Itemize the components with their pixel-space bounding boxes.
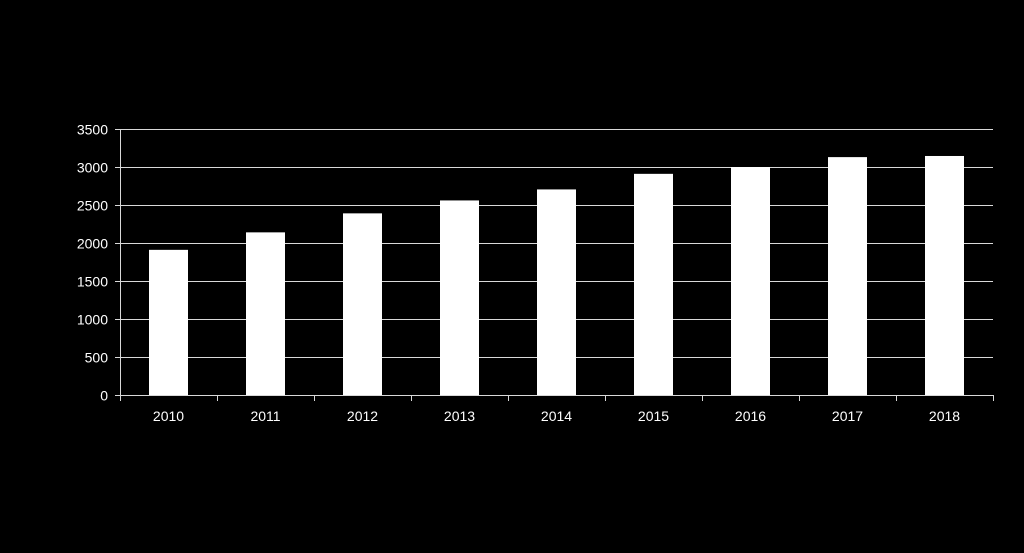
y-tick-label: 3500 [77, 122, 108, 138]
bar-2017 [828, 157, 867, 395]
x-tick-label: 2016 [735, 408, 766, 424]
y-tick-label: 3000 [77, 160, 108, 176]
x-tick-labels: 2010 2011 2012 2013 2014 2015 2016 2017 2018 [153, 408, 960, 424]
bar-2015 [634, 173, 673, 395]
x-tick-label: 2017 [832, 408, 863, 424]
y-tick-label: 1000 [77, 312, 108, 328]
y-tick-label: 500 [85, 350, 109, 366]
bar-2011 [246, 232, 285, 395]
x-tick-label: 2011 [250, 408, 280, 424]
x-tick-label: 2018 [929, 408, 960, 424]
y-tick-label: 2000 [77, 236, 108, 252]
bars [149, 155, 964, 395]
bar-2010 [149, 249, 188, 395]
y-tick-label: 2500 [77, 198, 108, 214]
axes [115, 129, 994, 401]
x-tick-label: 2015 [638, 408, 669, 424]
x-tick-label: 2012 [347, 408, 378, 424]
bar-2016 [731, 167, 770, 395]
y-tick-label: 1500 [77, 274, 108, 290]
y-tick-label: 0 [100, 388, 108, 404]
bar-2012 [343, 213, 382, 395]
bar-2014 [537, 189, 576, 395]
bar-2018 [925, 155, 964, 395]
x-tick-label: 2010 [153, 408, 184, 424]
x-tick-label: 2014 [541, 408, 572, 424]
bar-2013 [440, 200, 479, 395]
y-tick-labels: 0 500 1000 1500 2000 2500 3000 3500 [77, 122, 108, 404]
x-tick-label: 2013 [444, 408, 475, 424]
